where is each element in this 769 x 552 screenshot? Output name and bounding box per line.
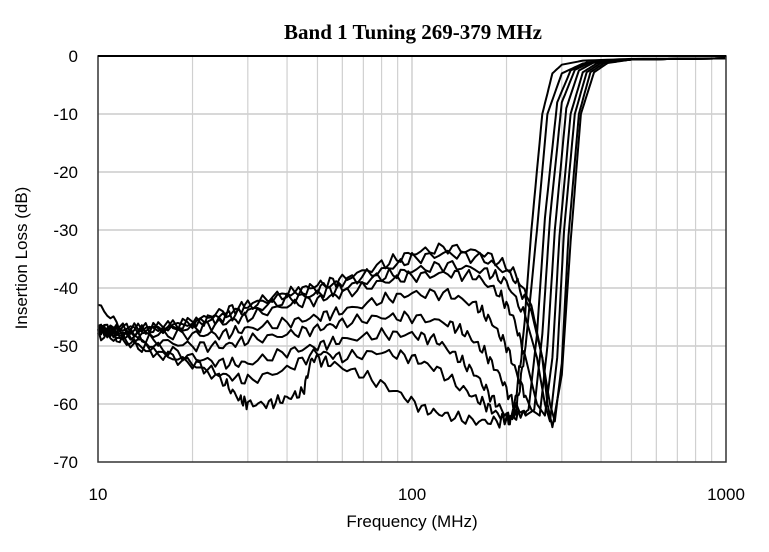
series-line [97,57,727,422]
y-tick-label: -70 [53,453,78,472]
y-tick-label: -40 [53,279,78,298]
y-tick-label: -60 [53,395,78,414]
y-tick-label: -20 [53,163,78,182]
y-tick-label: -10 [53,105,78,124]
x-axis-label: Frequency (MHz) [346,512,478,531]
data-series [97,57,727,429]
y-tick-label: -30 [53,221,78,240]
chart-title: Band 1 Tuning 269-379 MHz [284,20,542,44]
x-tick-label: 1000 [707,485,745,504]
series-line [97,57,727,417]
series-line [97,57,727,429]
y-tick-label: -50 [53,337,78,356]
x-axis-ticks: 10 100 1000 [89,485,745,504]
series-line [97,57,727,429]
gridlines [98,56,726,462]
x-tick-label: 10 [89,485,108,504]
series-line [97,57,727,423]
series-line [97,57,727,417]
series-line [97,57,727,426]
series-line [97,57,727,417]
x-tick-label: 100 [398,485,426,504]
y-axis-ticks: 0 -10 -20 -30 -40 -50 -60 -70 [53,47,78,472]
y-tick-label: 0 [69,47,78,66]
